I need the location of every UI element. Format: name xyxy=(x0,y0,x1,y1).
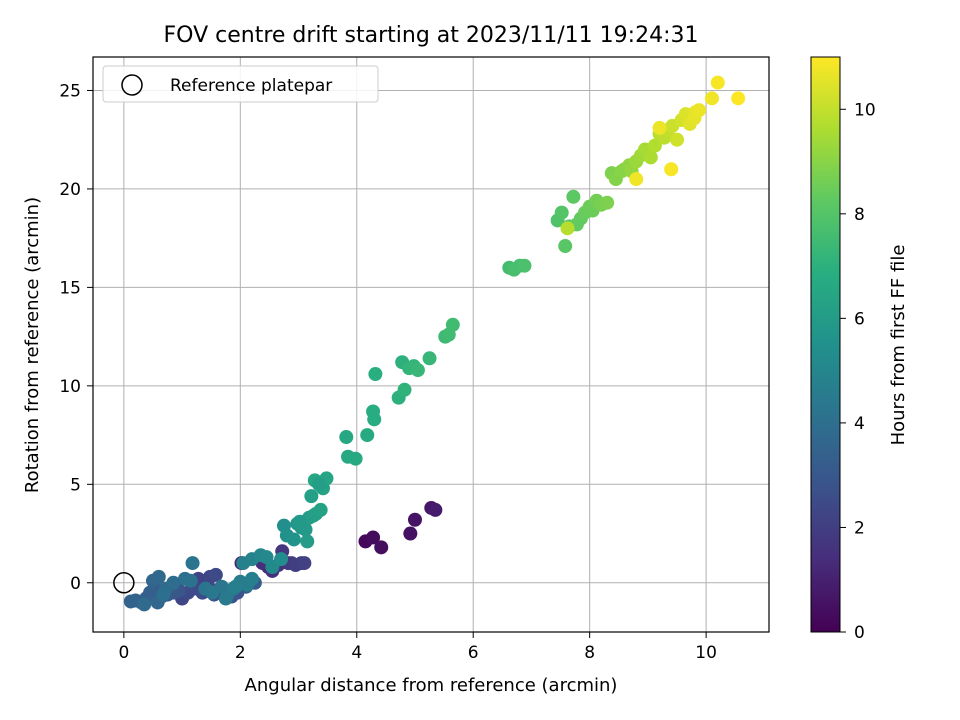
data-point xyxy=(670,132,685,147)
data-point xyxy=(643,150,658,165)
y-tick-label: 15 xyxy=(59,278,81,298)
data-point xyxy=(410,363,425,378)
data-point xyxy=(422,351,437,366)
legend-entry-label: Reference platepar xyxy=(170,76,332,96)
colorbar-label: Hours from first FF file xyxy=(888,245,909,446)
colorbar-gradient xyxy=(810,56,841,633)
data-point xyxy=(664,162,679,177)
y-tick-label: 20 xyxy=(59,180,81,200)
x-tick-label: 2 xyxy=(235,643,246,663)
data-point xyxy=(228,579,243,594)
data-point xyxy=(710,75,725,90)
x-axis-ticks: 0 2 4 6 8 10 xyxy=(118,632,717,663)
data-point xyxy=(517,258,532,273)
x-tick-label: 4 xyxy=(351,643,362,663)
data-point xyxy=(205,585,220,600)
data-point xyxy=(629,172,644,187)
data-point xyxy=(368,367,383,382)
data-point xyxy=(218,591,233,606)
data-point xyxy=(156,587,171,602)
x-tick-label: 0 xyxy=(118,643,129,663)
data-point xyxy=(183,573,198,588)
data-point xyxy=(403,526,418,541)
data-point xyxy=(151,569,166,584)
colorbar-tick-label: 2 xyxy=(854,518,865,538)
data-point xyxy=(366,530,381,545)
data-point xyxy=(297,556,312,571)
colorbar-tick-label: 6 xyxy=(854,309,865,329)
data-point xyxy=(647,138,662,153)
chart-title: FOV centre drift starting at 2023/11/11 … xyxy=(164,23,699,48)
colorbar-ticks: 0 2 4 6 8 10 xyxy=(840,100,876,643)
data-point xyxy=(397,382,412,397)
data-point xyxy=(348,451,363,466)
data-point xyxy=(185,556,200,571)
legend-marker-icon xyxy=(121,74,143,96)
data-point xyxy=(366,404,381,419)
reference-platepar-marker xyxy=(113,572,135,594)
data-point xyxy=(692,103,707,118)
colorbar-tick-label: 4 xyxy=(854,414,865,434)
colorbar-tick-label: 8 xyxy=(854,205,865,225)
colorbar: 0 2 4 6 8 10 Hours from first FF file xyxy=(810,56,909,643)
y-axis-label: Rotation from reference (arcmin) xyxy=(22,197,43,493)
legend-box xyxy=(102,65,379,103)
data-point xyxy=(554,205,569,220)
data-point xyxy=(244,571,259,586)
data-point xyxy=(600,195,615,210)
y-tick-label: 25 xyxy=(59,81,81,101)
y-tick-label: 10 xyxy=(59,377,81,397)
data-point xyxy=(704,91,719,106)
data-point xyxy=(300,534,315,549)
plot-frame xyxy=(92,56,770,633)
data-point xyxy=(445,317,460,332)
data-point xyxy=(313,502,328,517)
data-point xyxy=(123,594,138,609)
y-tick-label: 5 xyxy=(70,475,81,495)
data-point xyxy=(731,91,746,106)
data-point xyxy=(566,189,581,204)
x-tick-label: 8 xyxy=(584,643,595,663)
x-axis-label: Angular distance from reference (arcmin) xyxy=(245,675,618,696)
data-point xyxy=(339,430,354,445)
data-point xyxy=(558,239,573,254)
data-point xyxy=(166,575,181,590)
legend: Reference platepar xyxy=(102,65,379,103)
data-point xyxy=(407,512,422,527)
data-point xyxy=(428,502,443,517)
data-point xyxy=(274,552,289,567)
data-point xyxy=(208,567,223,582)
data-point xyxy=(360,428,375,443)
colorbar-tick-label: 10 xyxy=(854,100,876,120)
y-tick-label: 0 xyxy=(70,574,81,594)
data-point xyxy=(304,489,319,504)
data-point xyxy=(292,514,307,529)
data-point xyxy=(311,477,326,492)
data-point xyxy=(374,540,389,555)
data-point xyxy=(560,221,575,236)
data-point xyxy=(652,120,667,135)
data-points xyxy=(123,75,746,612)
x-tick-label: 6 xyxy=(468,643,479,663)
data-point xyxy=(286,532,301,547)
colorbar-tick-label: 0 xyxy=(854,623,865,643)
data-point xyxy=(137,597,152,612)
y-axis-ticks: 0 5 10 15 20 25 xyxy=(59,81,93,594)
x-tick-label: 10 xyxy=(695,643,717,663)
